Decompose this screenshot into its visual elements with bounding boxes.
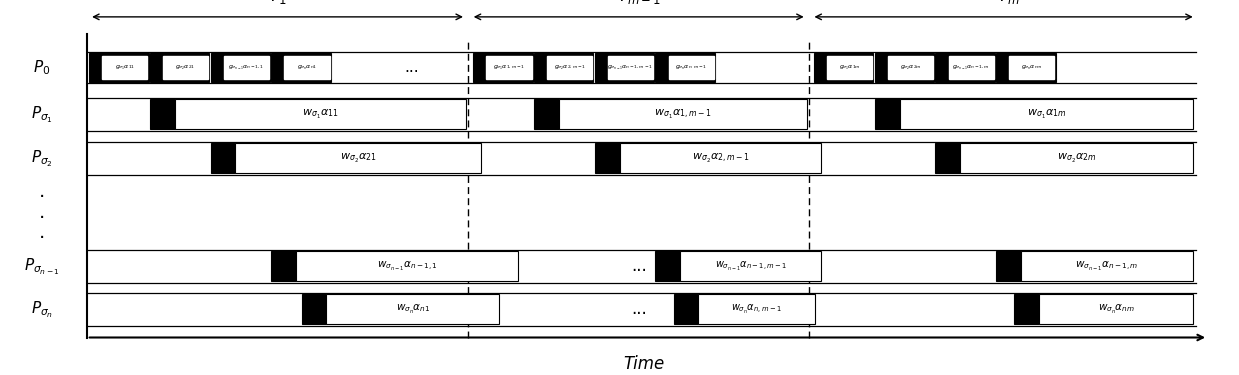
Bar <box>595 143 620 173</box>
Text: $w_{\sigma_{n-1}}\alpha_{n-1,m-1}$: $w_{\sigma_{n-1}}\alpha_{n-1,m-1}$ <box>715 260 787 273</box>
Text: $w_{\sigma_2}\alpha_{2m}$: $w_{\sigma_2}\alpha_{2m}$ <box>1057 152 1097 165</box>
Bar <box>888 56 933 79</box>
Bar <box>1015 294 1040 324</box>
Bar <box>271 54 331 82</box>
Text: $w_{\sigma_2}\alpha_{2,m-1}$: $w_{\sigma_2}\alpha_{2,m-1}$ <box>691 152 750 165</box>
Bar <box>960 143 1193 173</box>
Bar <box>285 56 330 79</box>
Text: $w_{\sigma_{n-1}}\alpha_{n-1,1}$: $w_{\sigma_{n-1}}\alpha_{n-1,1}$ <box>377 260 437 273</box>
Text: $T_{m-1}$: $T_{m-1}$ <box>617 0 660 6</box>
Text: $w_{\sigma_1}\alpha_{1m}$: $w_{\sigma_1}\alpha_{1m}$ <box>1027 108 1066 121</box>
Text: $g_{\sigma_{n-1}}\alpha_{n-1,m}$: $g_{\sigma_{n-1}}\alpha_{n-1,m}$ <box>953 63 990 72</box>
Bar <box>150 99 175 129</box>
Bar <box>103 56 147 79</box>
Text: $T_m$: $T_m$ <box>997 0 1020 6</box>
Bar <box>655 251 680 281</box>
Bar <box>828 56 872 79</box>
Bar <box>996 54 1056 82</box>
Bar <box>559 99 807 129</box>
Bar <box>875 99 900 129</box>
Text: $g_{\sigma_{n-1}}\alpha_{n-1,m-1}$: $g_{\sigma_{n-1}}\alpha_{n-1,m-1}$ <box>607 63 653 72</box>
Bar <box>620 143 821 173</box>
Text: $T_1$: $T_1$ <box>269 0 286 6</box>
Bar <box>935 54 995 82</box>
Bar <box>164 56 208 79</box>
Text: $P_{\sigma_2}$: $P_{\sigma_2}$ <box>31 148 53 168</box>
Bar <box>1010 56 1054 79</box>
Text: .: . <box>38 203 46 222</box>
Text: $P_{\sigma_1}$: $P_{\sigma_1}$ <box>31 104 53 125</box>
Bar <box>150 54 209 82</box>
Bar <box>175 99 466 129</box>
Bar <box>534 54 593 82</box>
Bar <box>1040 294 1193 324</box>
Bar <box>900 99 1193 129</box>
Text: Time: Time <box>623 355 665 373</box>
Bar <box>608 56 653 79</box>
Bar <box>487 56 532 79</box>
Bar <box>302 294 326 324</box>
Bar <box>534 99 559 129</box>
Bar <box>669 56 714 79</box>
Text: $g_{\sigma_2}\alpha_{21}$: $g_{\sigma_2}\alpha_{21}$ <box>176 63 196 72</box>
Bar <box>949 56 994 79</box>
Text: $g_{\sigma_n}\alpha_{nm}$: $g_{\sigma_n}\alpha_{nm}$ <box>1021 63 1043 72</box>
Text: $w_{\sigma_n}\alpha_{n,m-1}$: $w_{\sigma_n}\alpha_{n,m-1}$ <box>731 303 782 316</box>
Text: .: . <box>38 224 46 242</box>
Bar <box>211 143 235 173</box>
Text: $w_{\sigma_n}\alpha_{n1}$: $w_{\sigma_n}\alpha_{n1}$ <box>395 303 430 316</box>
Text: .: . <box>38 182 46 201</box>
Bar <box>674 294 699 324</box>
Bar <box>655 54 715 82</box>
Text: $g_{\sigma_{n-1}}\alpha_{n-1,1}$: $g_{\sigma_{n-1}}\alpha_{n-1,1}$ <box>228 63 264 72</box>
Bar <box>211 54 270 82</box>
Bar <box>235 143 481 173</box>
Bar <box>875 54 934 82</box>
Text: $w_{\sigma_n}\alpha_{nm}$: $w_{\sigma_n}\alpha_{nm}$ <box>1098 303 1135 316</box>
Text: $w_{\sigma_{n-1}}\alpha_{n-1,m}$: $w_{\sigma_{n-1}}\alpha_{n-1,m}$ <box>1075 260 1139 273</box>
Bar <box>296 251 518 281</box>
Bar <box>996 251 1021 281</box>
Bar <box>680 251 821 281</box>
Text: $w_{\sigma_2}\alpha_{21}$: $w_{\sigma_2}\alpha_{21}$ <box>339 152 377 165</box>
Text: $g_{\sigma_2}\alpha_{2,m-1}$: $g_{\sigma_2}\alpha_{2,m-1}$ <box>554 63 586 72</box>
Bar <box>326 294 499 324</box>
Text: $g_{\sigma_n}\alpha_{n1}$: $g_{\sigma_n}\alpha_{n1}$ <box>297 63 317 72</box>
Bar <box>814 54 873 82</box>
Text: $w_{\sigma_1}\alpha_{11}$: $w_{\sigma_1}\alpha_{11}$ <box>302 108 338 121</box>
Text: ...: ... <box>631 257 647 275</box>
Bar <box>935 143 960 173</box>
Bar <box>548 56 592 79</box>
Text: $P_{\sigma_n}$: $P_{\sigma_n}$ <box>31 299 53 320</box>
Text: ...: ... <box>631 105 647 123</box>
Text: $w_{\sigma_1}\alpha_{1,m-1}$: $w_{\sigma_1}\alpha_{1,m-1}$ <box>654 108 711 121</box>
Text: ...: ... <box>631 300 647 318</box>
Text: ...: ... <box>405 60 419 75</box>
Bar <box>89 54 149 82</box>
Text: $g_{\sigma_1}\alpha_{1,m-1}$: $g_{\sigma_1}\alpha_{1,m-1}$ <box>493 63 525 72</box>
Text: $g_{\sigma_1}\alpha_{11}$: $g_{\sigma_1}\alpha_{11}$ <box>115 63 135 72</box>
Text: ...: ... <box>631 149 647 167</box>
Bar <box>1021 251 1193 281</box>
Text: $P_{\sigma_{n-1}}$: $P_{\sigma_{n-1}}$ <box>25 256 59 276</box>
Text: $g_{\sigma_1}\alpha_{1m}$: $g_{\sigma_1}\alpha_{1m}$ <box>839 63 861 72</box>
Bar <box>595 54 654 82</box>
Bar <box>271 251 296 281</box>
Bar <box>699 294 815 324</box>
Bar <box>224 56 269 79</box>
Text: $g_{\sigma_n}\alpha_{n,m-1}$: $g_{\sigma_n}\alpha_{n,m-1}$ <box>675 63 707 72</box>
Bar <box>473 54 533 82</box>
Text: $P_0$: $P_0$ <box>33 58 51 77</box>
Text: $g_{\sigma_2}\alpha_{2m}$: $g_{\sigma_2}\alpha_{2m}$ <box>900 63 922 72</box>
